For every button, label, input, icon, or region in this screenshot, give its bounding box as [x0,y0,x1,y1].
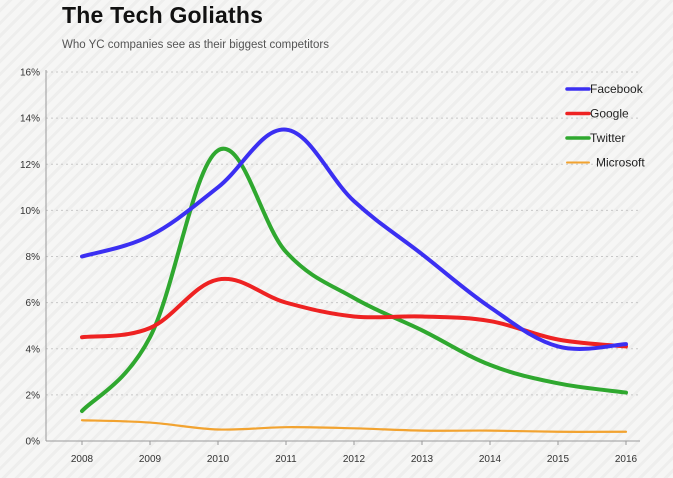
series-line-microsoft [80,419,628,433]
x-tick-label: 2014 [479,454,502,465]
legend: Facebook Google Twitter Microsoft [565,82,645,170]
y-tick-labels: 0% 2% 4% 6% 8% 10% 12% 14% 16% [20,68,40,448]
x-tick-labels: 2008 2009 2010 2011 2012 2013 2014 2015 2016 [71,454,638,465]
legend-label-google: Google [590,107,629,121]
x-tick-label: 2015 [547,454,570,465]
x-tick-label: 2011 [275,454,297,465]
grid-lines [46,71,640,396]
series-line-google [80,276,628,349]
y-tick-label: 0% [26,437,41,448]
y-tick-label: 4% [26,344,41,355]
y-tick-label: 12% [20,160,40,171]
y-tick-label: 14% [20,114,40,125]
x-tick-label: 2010 [207,454,230,465]
chart-title: The Tech Goliaths [62,2,264,28]
y-tick-label: 2% [26,390,41,401]
legend-label-facebook: Facebook [590,82,644,96]
series-line-facebook [80,127,628,351]
series-line-twitter [80,146,628,414]
y-tick-label: 10% [20,206,40,217]
legend-label-microsoft: Microsoft [596,156,645,170]
legend-label-twitter: Twitter [590,131,625,145]
y-tick-label: 6% [26,298,41,309]
x-tick-label: 2008 [71,454,94,465]
series-lines [80,127,628,433]
chart-subtitle: Who YC companies see as their biggest co… [62,39,329,51]
x-tick-label: 2016 [615,454,638,465]
x-tick-label: 2013 [411,454,434,465]
y-tick-label: 8% [26,252,41,263]
y-tick-label: 16% [20,68,40,79]
x-tick-label: 2009 [139,454,162,465]
x-tick-label: 2012 [343,454,366,465]
axes [45,70,640,445]
